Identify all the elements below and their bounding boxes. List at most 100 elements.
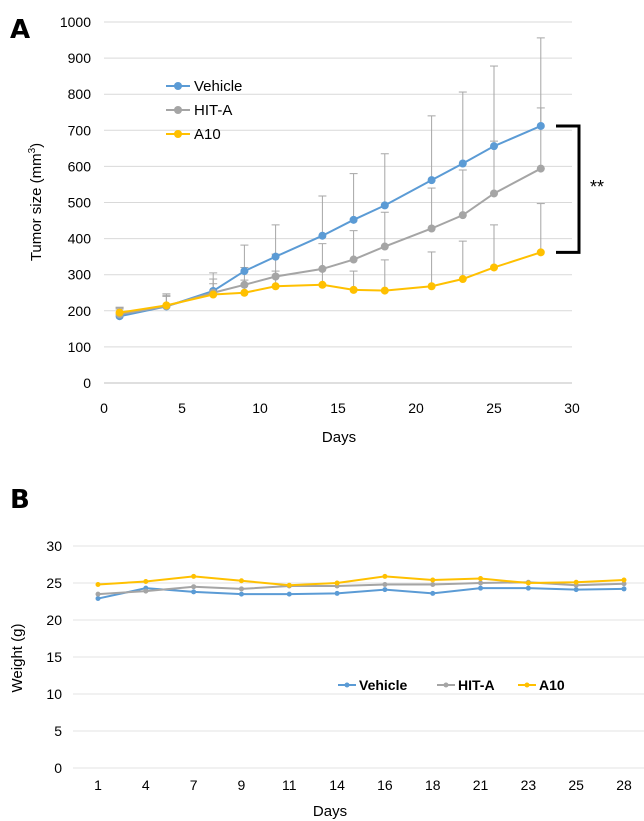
b-x-axis-label: Days (313, 803, 347, 820)
b-point-a10 (191, 573, 197, 579)
b-x-tick-label: 1 (94, 777, 102, 793)
a-point-a10 (115, 308, 124, 317)
a-y-tick-label: 1000 (60, 14, 91, 30)
b-y-tick-label: 15 (46, 649, 62, 665)
b-point-vehicle (382, 587, 388, 593)
b-point-vehicle (191, 589, 197, 595)
a-point-a10 (380, 286, 389, 295)
a-y-tick-label: 700 (68, 122, 92, 138)
b-x-tick-label: 23 (521, 777, 537, 793)
a-significance-bracket: ** (556, 124, 604, 254)
a-y-ticks: 0 100 200 300 400 500 600 700 800 900 1000 (60, 14, 91, 391)
a-y-tick-label: 800 (68, 86, 92, 102)
panel-label-a: A (10, 15, 30, 45)
b-point-a10 (430, 577, 436, 583)
panel-label-b: B (10, 485, 30, 515)
b-legend-marker-vehicle (344, 682, 350, 688)
b-y-tick-label: 30 (46, 538, 62, 554)
b-point-vehicle (430, 590, 436, 596)
b-x-tick-label: 9 (238, 777, 246, 793)
a-legend-marker-vehicle (174, 82, 182, 90)
b-y-tick-label: 25 (46, 575, 62, 591)
b-point-a10 (573, 579, 579, 585)
a-x-axis-label: Days (322, 429, 356, 446)
a-point-vehicle (318, 231, 327, 240)
a-line-vehicle (119, 125, 542, 318)
b-series-points (95, 573, 627, 602)
b-point-vehicle (238, 591, 244, 597)
a-legend-label-a10: A10 (194, 126, 221, 143)
a-x-tick-label: 20 (408, 400, 424, 416)
b-point-a10 (382, 573, 388, 579)
a-point-a10 (536, 248, 545, 257)
a-point-a10 (490, 263, 498, 272)
b-point-vehicle (286, 591, 292, 597)
b-point-hit-a (238, 586, 244, 592)
a-line-hit-a (119, 167, 542, 316)
a-y-axis-label: Tumor size (mm3) (27, 143, 45, 261)
a-y-tick-label: 200 (68, 303, 92, 319)
b-y-tick-label: 5 (54, 723, 62, 739)
b-point-hit-a (430, 581, 436, 587)
a-point-hit-a (349, 255, 358, 264)
b-x-tick-label: 25 (568, 777, 584, 793)
a-y-tick-label: 900 (68, 50, 92, 66)
a-y-tick-label: 300 (68, 267, 92, 283)
b-y-tick-label: 20 (46, 612, 62, 628)
b-point-a10 (238, 578, 244, 584)
b-x-tick-label: 18 (425, 777, 441, 793)
b-point-hit-a (382, 581, 388, 587)
a-point-a10 (162, 301, 171, 310)
a-line-a10 (119, 251, 542, 314)
b-point-a10 (525, 580, 531, 586)
b-x-tick-label: 14 (329, 777, 345, 793)
b-point-vehicle (621, 586, 627, 592)
a-point-vehicle (427, 176, 436, 185)
b-point-hit-a (525, 579, 531, 585)
a-x-ticks: 0 5 10 15 20 25 30 (100, 400, 580, 416)
b-point-a10 (334, 580, 340, 586)
a-point-vehicle (349, 215, 358, 224)
b-x-tick-label: 7 (190, 777, 198, 793)
b-x-ticks: 1 4 7 9 11 14 16 18 21 23 25 28 (94, 777, 632, 793)
a-y-tick-label: 600 (68, 158, 92, 174)
a-legend-marker-a10 (174, 130, 182, 138)
a-significance-label: ** (590, 177, 604, 197)
b-line-a10 (97, 575, 625, 587)
a-bracket-line (556, 124, 581, 254)
b-point-vehicle (573, 587, 579, 593)
a-point-hit-a (318, 264, 327, 273)
a-point-vehicle (536, 121, 545, 130)
b-point-vehicle (143, 585, 149, 591)
b-x-tick-label: 16 (377, 777, 393, 793)
a-x-tick-label: 10 (252, 400, 268, 416)
a-y-tick-label: 100 (68, 339, 92, 355)
b-point-hit-a (143, 588, 149, 594)
a-point-a10 (271, 282, 280, 291)
b-point-hit-a (621, 581, 627, 587)
chart-a: A 0 100 200 300 400 500 600 700 800 900 1000 0 5 10 1… (10, 14, 604, 446)
a-point-hit-a (240, 280, 249, 289)
a-point-hit-a (490, 189, 498, 198)
b-point-vehicle (334, 590, 340, 596)
b-point-a10 (478, 576, 484, 582)
b-point-a10 (286, 582, 292, 588)
b-point-vehicle (478, 585, 484, 591)
a-point-hit-a (427, 224, 436, 233)
a-point-a10 (458, 275, 467, 284)
a-point-hit-a (271, 272, 280, 281)
a-legend: Vehicle HIT-A A10 (166, 78, 242, 143)
a-point-vehicle (458, 159, 467, 168)
b-line-vehicle (97, 587, 625, 600)
b-point-hit-a (95, 591, 101, 597)
b-point-a10 (143, 579, 149, 585)
a-x-tick-label: 25 (486, 400, 502, 416)
b-legend-marker-hit-a (443, 682, 449, 688)
a-point-a10 (209, 290, 218, 299)
b-point-a10 (95, 581, 101, 587)
a-gridlines (104, 21, 572, 384)
b-x-tick-label: 21 (473, 777, 489, 793)
b-x-tick-label: 11 (282, 777, 297, 793)
b-legend-label-hit-a: HIT-A (458, 677, 495, 693)
b-legend-marker-a10 (524, 682, 530, 688)
